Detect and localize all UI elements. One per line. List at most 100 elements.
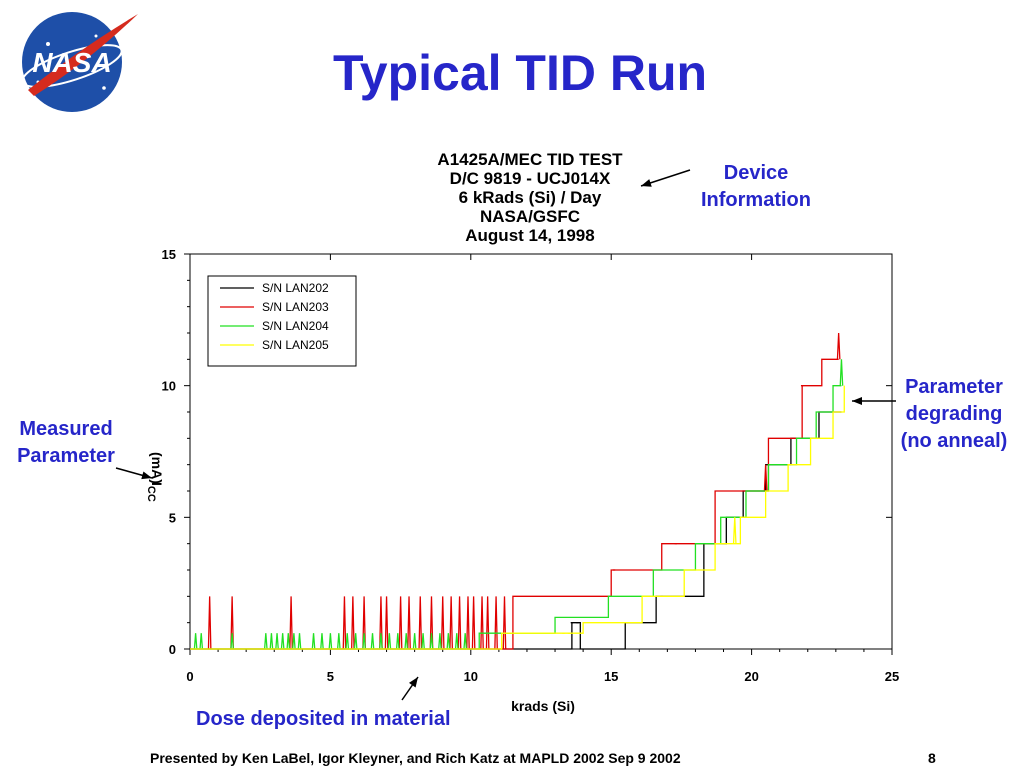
series-spike <box>494 596 498 650</box>
series-spike <box>398 596 403 650</box>
x-axis-label: krads (Si) <box>511 698 575 714</box>
series-spike <box>379 633 383 650</box>
series-spike <box>732 517 737 544</box>
device-info-arrow-head <box>641 179 652 187</box>
series-spike <box>429 633 434 650</box>
series-spike <box>311 633 316 650</box>
series-spike <box>292 633 296 650</box>
series-spike <box>387 633 392 650</box>
measured-parameter-callout: Measured Parameter <box>0 416 132 470</box>
y-tick-label: 5 <box>169 510 176 525</box>
callout-line: Device <box>723 162 789 184</box>
legend-label: S/N LAN203 <box>262 300 329 314</box>
series-spike <box>471 596 476 650</box>
series-spike <box>351 596 355 650</box>
series-spike <box>404 633 409 650</box>
callout-line: Parameter <box>17 445 115 467</box>
series-spike <box>345 633 350 650</box>
device-information-callout: Device Information <box>686 160 826 214</box>
y-axis-label: ICC(mA) <box>145 452 165 502</box>
series-spike <box>407 596 411 650</box>
dose-deposited-arrow <box>401 676 419 701</box>
chart-title: A1425A/MEC TID TEST D/C 9819 - UCJ014X 6… <box>380 150 680 245</box>
callout-line: Information <box>701 189 811 211</box>
callout-line: (no anneal) <box>900 430 1008 452</box>
series-spike <box>438 633 442 650</box>
chart-title-line: NASA/GSFC <box>479 207 581 226</box>
legend-label: S/N LAN202 <box>262 281 329 295</box>
series-spike <box>836 332 841 360</box>
footer-credit: Presented by Ken LaBel, Igor Kleyner, an… <box>150 750 681 766</box>
parameter-degrading-arrow-head <box>852 397 862 405</box>
series-spike <box>230 596 234 650</box>
y-tick-label: 10 <box>162 379 176 394</box>
series-spike <box>480 596 484 650</box>
series-spike <box>362 633 366 650</box>
series-spike <box>289 596 293 650</box>
dose-deposited-callout: Dose deposited in material <box>196 708 451 730</box>
chart-title-line: A1425A/MEC TID TEST <box>437 150 623 169</box>
series-spike <box>353 633 358 650</box>
series-spike <box>384 596 389 650</box>
page-number: 8 <box>928 750 936 766</box>
series-spike <box>275 633 279 650</box>
chart-title-line: 6 kRads (Si) / Day <box>458 188 602 207</box>
measured-parameter-arrow <box>115 467 153 480</box>
series-spike <box>342 596 347 650</box>
series-spike <box>297 633 302 650</box>
x-tick-label: 5 <box>327 669 334 684</box>
legend-box <box>207 275 357 367</box>
series-spike <box>466 596 470 650</box>
series-spike <box>362 596 366 650</box>
series-spike <box>193 633 198 650</box>
series-spike <box>449 596 453 650</box>
series-spike <box>230 633 234 650</box>
series-spike <box>839 359 844 386</box>
series-spike <box>502 596 507 650</box>
series-line-s-n-lan202 <box>190 411 842 650</box>
series-spike <box>412 633 417 650</box>
chart-title-line: D/C 9819 - UCJ014X <box>449 169 611 188</box>
series-spike <box>429 596 434 650</box>
chart-title-line: August 14, 1998 <box>465 226 595 245</box>
series-spike <box>199 633 204 650</box>
legend-label: S/N LAN205 <box>262 338 329 352</box>
parameter-degrading-callout: Parameter degrading (no anneal) <box>886 374 1022 455</box>
x-tick-label: 25 <box>885 669 899 684</box>
y-tick-label: 15 <box>162 247 176 262</box>
series-spike <box>454 633 459 650</box>
series-spike <box>320 633 324 650</box>
measured-parameter-arrow-head <box>141 471 152 480</box>
series-spike <box>379 596 383 650</box>
series-spike <box>269 633 274 650</box>
device-info-arrow <box>640 169 691 187</box>
series-spike <box>421 633 425 650</box>
series-spike <box>446 633 451 650</box>
legend-label: S/N LAN204 <box>262 319 329 333</box>
dose-deposited-arrow-head <box>409 677 418 688</box>
slide-title: Typical TID Run <box>332 45 708 101</box>
parameter-degrading-arrow <box>852 397 896 405</box>
series-line-s-n-lan203 <box>190 358 839 650</box>
nasa-logo: NASA <box>21 12 138 112</box>
series-spike <box>485 596 490 650</box>
series-spike <box>286 633 291 650</box>
series-spike <box>328 633 333 650</box>
series-spike <box>336 633 341 650</box>
series-spike <box>457 596 462 650</box>
y-tick-label: 0 <box>169 642 176 657</box>
nasa-logo-text: NASA <box>32 47 111 78</box>
series-spike <box>280 633 285 650</box>
x-tick-label: 0 <box>186 669 193 684</box>
x-tick-label: 20 <box>744 669 758 684</box>
series-spike <box>370 633 375 650</box>
x-tick-label: 10 <box>464 669 478 684</box>
x-tick-label: 15 <box>604 669 618 684</box>
series-spike <box>440 596 445 650</box>
series-spike <box>207 596 212 650</box>
series-spike <box>463 633 468 650</box>
series-spike <box>395 633 400 650</box>
callout-line: Parameter <box>905 376 1003 398</box>
series-spike <box>763 464 768 492</box>
